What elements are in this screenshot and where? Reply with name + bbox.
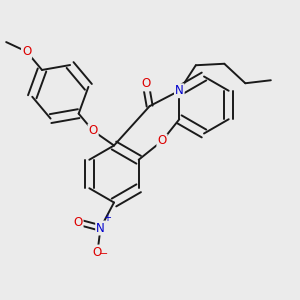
Text: O: O (141, 77, 150, 91)
Text: N: N (96, 221, 105, 235)
Text: +: + (103, 213, 111, 224)
Text: O: O (88, 124, 98, 137)
Text: N: N (175, 84, 184, 97)
Text: O: O (93, 245, 102, 259)
Text: O: O (22, 45, 31, 58)
Text: O: O (158, 134, 166, 148)
Text: O: O (74, 215, 82, 229)
Text: −: − (100, 249, 108, 260)
